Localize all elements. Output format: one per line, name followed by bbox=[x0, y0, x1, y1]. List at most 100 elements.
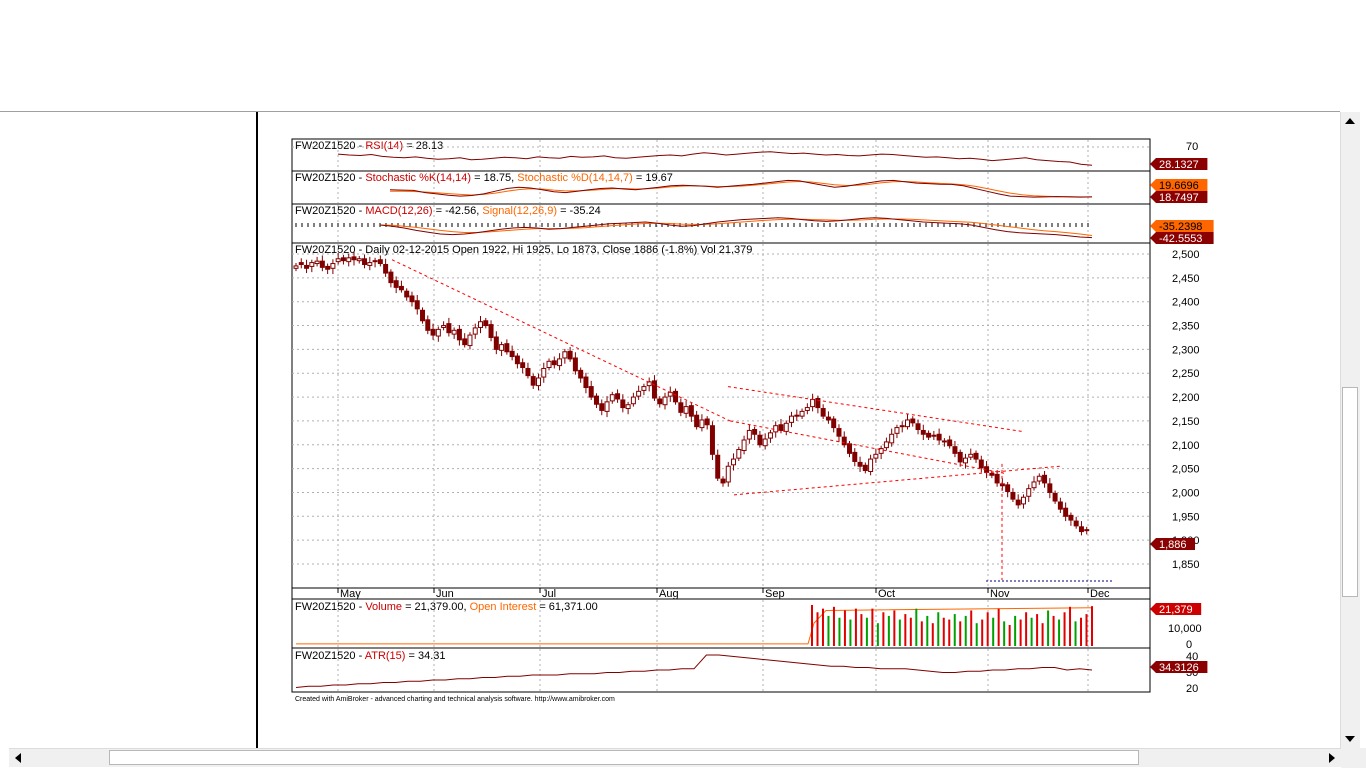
value-tag-label: -42.5553 bbox=[1159, 233, 1202, 245]
atr-tick-label: 40 bbox=[1186, 651, 1198, 663]
candle-body bbox=[304, 264, 310, 269]
candle-body bbox=[810, 398, 816, 408]
vertical-scroll-thumb[interactable] bbox=[1342, 387, 1358, 597]
candle-body bbox=[293, 265, 299, 269]
candle-body bbox=[952, 446, 958, 454]
macd-line bbox=[379, 217, 1093, 239]
candle-body bbox=[298, 262, 304, 265]
candle-body bbox=[462, 338, 468, 346]
macd-value-tag: -42.5553 bbox=[1150, 232, 1214, 245]
candle-body bbox=[1068, 514, 1074, 521]
x-axis-strip bbox=[291, 587, 1151, 600]
candle-body bbox=[325, 265, 331, 270]
pane-title-stochastic: FW20Z1520 - Stochastic %K(14,14) = 18.75… bbox=[295, 172, 673, 184]
candle-body bbox=[636, 390, 642, 397]
candle-body bbox=[335, 258, 341, 263]
pane-title-atr: FW20Z1520 - ATR(15) = 34.31 bbox=[295, 650, 446, 662]
candle-body bbox=[514, 355, 520, 365]
horizontal-scroll-thumb[interactable] bbox=[109, 750, 1139, 765]
title-part: Volume bbox=[365, 601, 402, 613]
candle-body bbox=[794, 414, 800, 417]
candle-body bbox=[499, 344, 505, 351]
candle-body bbox=[962, 457, 968, 464]
vertical-scrollbar[interactable] bbox=[1340, 112, 1360, 748]
scrollbar-corner bbox=[1341, 748, 1366, 768]
pane-title-volume: FW20Z1520 - Volume = 21,379.00, Open Int… bbox=[295, 601, 598, 613]
value-tag-bg bbox=[1150, 179, 1208, 191]
candle-body bbox=[831, 418, 837, 429]
panel-divider[interactable] bbox=[256, 112, 258, 748]
scroll-left-arrow-icon[interactable] bbox=[15, 753, 21, 763]
amibroker-chart: FW20Z1520 - RSI(14) = 28.13 FW20Z1520 - S… bbox=[291, 138, 1214, 695]
x-tick-label-oct: Oct bbox=[878, 588, 895, 600]
scroll-right-arrow-icon[interactable] bbox=[1329, 753, 1335, 763]
title-part: FW20Z1520 - bbox=[295, 650, 365, 662]
candle-body bbox=[377, 259, 383, 265]
candle-body bbox=[1026, 488, 1032, 497]
candle-body bbox=[599, 403, 605, 411]
candle-body bbox=[883, 441, 889, 449]
scroll-up-arrow-icon[interactable] bbox=[1345, 118, 1355, 124]
candle-body bbox=[578, 369, 584, 379]
candle-body bbox=[773, 425, 779, 433]
candle-body bbox=[947, 439, 953, 447]
candle-body bbox=[383, 263, 389, 274]
x-tick-label-jun: Jun bbox=[436, 588, 454, 600]
candle-body bbox=[520, 362, 526, 369]
candle-body bbox=[362, 258, 368, 265]
top-blank-area bbox=[0, 0, 1366, 112]
candle-body bbox=[588, 386, 594, 398]
candle-body bbox=[472, 327, 478, 335]
candle-body bbox=[509, 350, 515, 358]
candle-body bbox=[398, 285, 404, 291]
candle-body bbox=[752, 429, 758, 435]
title-part: FW20Z1520 - bbox=[295, 172, 365, 184]
candle-body bbox=[994, 473, 1000, 484]
trendline-main-cont bbox=[729, 420, 1006, 474]
candle-body bbox=[783, 422, 789, 432]
candle-body bbox=[319, 260, 325, 268]
candle-body bbox=[1063, 507, 1069, 517]
trendline-main-down bbox=[391, 259, 731, 422]
price-tick-label: 2,000 bbox=[1172, 487, 1200, 499]
candle-body bbox=[488, 324, 494, 338]
candle-body bbox=[420, 309, 426, 322]
scroll-down-arrow-icon[interactable] bbox=[1345, 736, 1355, 742]
value-tag-label: 18.7497 bbox=[1159, 192, 1199, 204]
window-frame-line bbox=[0, 111, 1340, 112]
candle-body bbox=[1047, 483, 1053, 493]
value-tag-label: 19.6696 bbox=[1159, 180, 1199, 192]
candle-body bbox=[1010, 491, 1016, 500]
candle-body bbox=[530, 376, 536, 386]
candle-body bbox=[968, 453, 974, 458]
candle-body bbox=[841, 436, 847, 446]
value-tag-bg bbox=[1150, 232, 1214, 244]
candle-body bbox=[936, 433, 942, 441]
candle-body bbox=[731, 458, 737, 466]
candle-body bbox=[546, 360, 552, 369]
stoch-d-line bbox=[390, 180, 1092, 198]
value-tag-bg bbox=[1150, 538, 1195, 550]
candle-body bbox=[625, 404, 631, 410]
value-tag-bg bbox=[1150, 191, 1208, 203]
candle-body bbox=[467, 334, 473, 347]
candle-body bbox=[435, 328, 441, 337]
candle-body bbox=[894, 427, 900, 434]
stoch-k-value-tag: 18.7497 bbox=[1150, 191, 1208, 204]
candle-body bbox=[915, 423, 921, 431]
pane-title-rsi: FW20Z1520 - RSI(14) = 28.13 bbox=[295, 140, 443, 152]
volume-tick-label: 10,000 bbox=[1168, 623, 1202, 635]
candle-body bbox=[662, 396, 668, 406]
volume-tick-label: 0 bbox=[1186, 639, 1192, 651]
horizontal-scrollbar[interactable] bbox=[9, 748, 1341, 767]
title-part: = 61,371.00 bbox=[536, 601, 597, 613]
candle-body bbox=[815, 398, 821, 409]
candle-body bbox=[889, 433, 895, 444]
title-part: = 28.13 bbox=[403, 140, 443, 152]
candle-body bbox=[757, 434, 763, 446]
title-part: = -35.24 bbox=[557, 205, 601, 217]
candle-body bbox=[920, 429, 926, 435]
price-tick-label: 2,450 bbox=[1172, 273, 1200, 285]
x-tick-label-sep: Sep bbox=[765, 588, 785, 600]
candle-body bbox=[572, 357, 578, 372]
